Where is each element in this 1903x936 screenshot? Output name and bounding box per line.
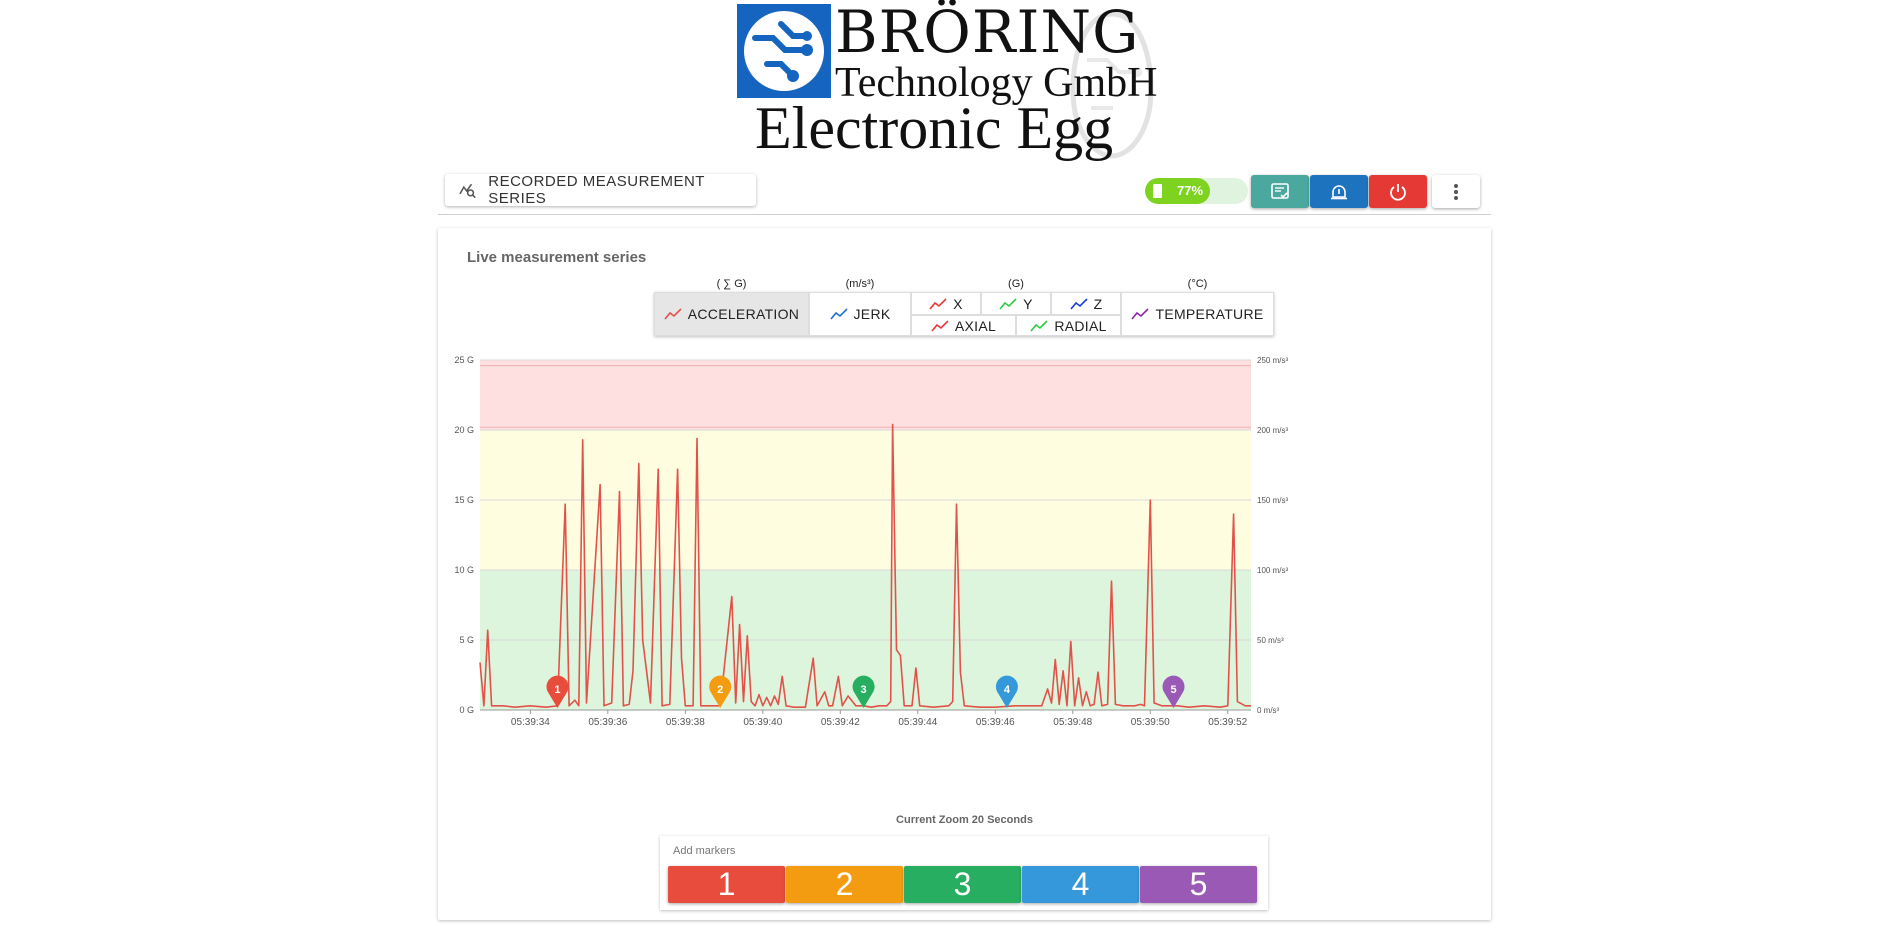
axes-unit: (G) <box>1008 278 1024 290</box>
y-tick-label-left: 5 G <box>459 635 474 645</box>
series-line-acceleration <box>479 423 1251 709</box>
power-button[interactable] <box>1369 175 1427 208</box>
more-button[interactable] <box>1432 175 1480 208</box>
jerk-toggle[interactable]: JERK <box>809 292 911 336</box>
radial-toggle[interactable]: RADIAL <box>1016 315 1121 336</box>
series-selector: ACCELERATION JERK X Y Z AXIAL RADIAL TE <box>654 292 1274 336</box>
y-tick-label-left: 20 G <box>454 425 474 435</box>
chart-marker-label: 5 <box>1170 684 1176 696</box>
chart-marker-pin <box>995 675 1018 708</box>
axial-toggle[interactable]: AXIAL <box>911 315 1016 336</box>
trend-line-icon <box>1131 308 1150 320</box>
chart-marker-pin <box>546 675 569 708</box>
y-tick-label-left: 15 G <box>454 495 474 505</box>
clipboard-check-icon <box>1271 182 1289 199</box>
trend-line-icon <box>929 297 947 310</box>
y-tick-label-right: 50 m/s³ <box>1257 636 1284 645</box>
toolbar: RECORDED MEASUREMENT SERIES 77% <box>438 170 1491 215</box>
add-markers-panel: Add markers 1 2 3 4 5 <box>660 836 1268 910</box>
trend-line-icon <box>664 308 682 320</box>
zoom-label: Current Zoom 20 Seconds <box>896 814 1033 826</box>
x-tick-label: 05:39:48 <box>1053 717 1092 728</box>
z-axis-label: Z <box>1093 295 1103 312</box>
y-axis-toggle[interactable]: Y <box>981 292 1051 315</box>
live-measurement-card: Live measurement series ( ∑ G) (m/s³) (G… <box>438 228 1491 920</box>
marker-button-4[interactable]: 4 <box>1022 866 1139 903</box>
add-markers-title: Add markers <box>673 845 736 857</box>
y-tick-label-right: 0 m/s³ <box>1257 706 1280 715</box>
x-tick-label: 05:39:52 <box>1208 717 1247 728</box>
chart-marker-label: 4 <box>1004 684 1011 696</box>
battery-icon <box>1153 184 1162 198</box>
brand-header: BRÖRING Technology GmbH Electronic Egg <box>737 0 1227 161</box>
y-tick-label-right: 200 m/s³ <box>1257 426 1288 435</box>
chart-marker-label: 1 <box>554 684 560 696</box>
y-tick-label-right: 250 m/s³ <box>1257 356 1288 365</box>
circuit-logo-icon <box>737 4 831 98</box>
live-measurement-title: Live measurement series <box>467 249 647 266</box>
axial-label: AXIAL <box>954 317 997 334</box>
y-tick-label-left: 0 G <box>459 705 474 715</box>
chart-marker-pin <box>709 675 732 708</box>
x-tick-label: 05:39:46 <box>976 717 1015 728</box>
alarm-button[interactable] <box>1310 175 1368 208</box>
y-tick-label-right: 100 m/s³ <box>1257 566 1288 575</box>
marker-button-2[interactable]: 2 <box>786 866 903 903</box>
chart-marker-pin <box>1162 675 1185 708</box>
marker-button-1[interactable]: 1 <box>668 866 785 903</box>
threshold-zone-2 <box>480 360 1251 430</box>
more-vert-icon <box>1454 183 1458 200</box>
marker-button-3[interactable]: 3 <box>904 866 1021 903</box>
chart-marker-label: 2 <box>717 684 723 696</box>
siren-icon <box>1331 184 1347 199</box>
acceleration-chart[interactable]: 0 G 0 m/s³ 5 G 50 m/s³ 10 G 100 m/s³ 15 G 150 m… <box>438 350 1491 816</box>
x-axis-toggle[interactable]: X <box>911 292 981 315</box>
battery-percent: 77% <box>1177 183 1204 198</box>
trend-line-icon <box>1069 297 1088 310</box>
report-button[interactable] <box>1251 175 1309 208</box>
marker-button-5[interactable]: 5 <box>1140 866 1257 903</box>
temperature-unit: (°C) <box>1187 278 1208 290</box>
recorded-measurement-series-label: RECORDED MEASUREMENT SERIES <box>488 173 705 207</box>
egg-watermark-icon <box>1070 11 1154 159</box>
x-axis-label: X <box>953 295 963 312</box>
chart-marker-label: 3 <box>861 684 867 696</box>
x-tick-label: 05:39:36 <box>588 717 627 728</box>
company-name: Technology GmbH <box>835 60 1158 106</box>
acceleration-unit: ( ∑ G) <box>716 278 747 290</box>
y-axis-label: Y <box>1023 295 1033 312</box>
x-tick-label: 05:39:42 <box>821 717 860 728</box>
acceleration-toggle[interactable]: ACCELERATION <box>654 292 809 336</box>
trend-line-icon <box>829 308 848 320</box>
y-tick-label-left: 10 G <box>454 565 474 575</box>
trend-line-icon <box>999 297 1017 310</box>
brand-name: BRÖRING <box>835 0 1140 66</box>
jerk-unit: (m/s³) <box>845 278 875 290</box>
y-tick-label-left: 25 G <box>454 355 474 365</box>
power-icon <box>1390 183 1406 201</box>
z-axis-toggle[interactable]: Z <box>1051 292 1121 315</box>
trend-line-icon <box>931 319 949 332</box>
battery-indicator: 77% <box>1145 178 1248 204</box>
chart-marker-pin <box>852 675 875 708</box>
x-tick-label: 05:39:50 <box>1131 717 1170 728</box>
acceleration-label: ACCELERATION <box>687 306 800 322</box>
x-tick-label: 05:39:44 <box>898 717 937 728</box>
temperature-toggle[interactable]: TEMPERATURE <box>1121 292 1274 336</box>
x-tick-label: 05:39:38 <box>666 717 705 728</box>
x-tick-label: 05:39:40 <box>743 717 782 728</box>
product-name: Electronic Egg <box>755 95 1114 161</box>
chart-search-icon <box>459 183 476 198</box>
recorded-measurement-series-button[interactable]: RECORDED MEASUREMENT SERIES <box>445 173 756 207</box>
jerk-label: JERK <box>853 306 891 322</box>
temperature-label: TEMPERATURE <box>1155 306 1264 322</box>
y-tick-label-right: 150 m/s³ <box>1257 496 1288 505</box>
trend-line-icon <box>1030 319 1048 332</box>
x-tick-label: 05:39:34 <box>511 717 550 728</box>
radial-label: RADIAL <box>1054 317 1107 334</box>
